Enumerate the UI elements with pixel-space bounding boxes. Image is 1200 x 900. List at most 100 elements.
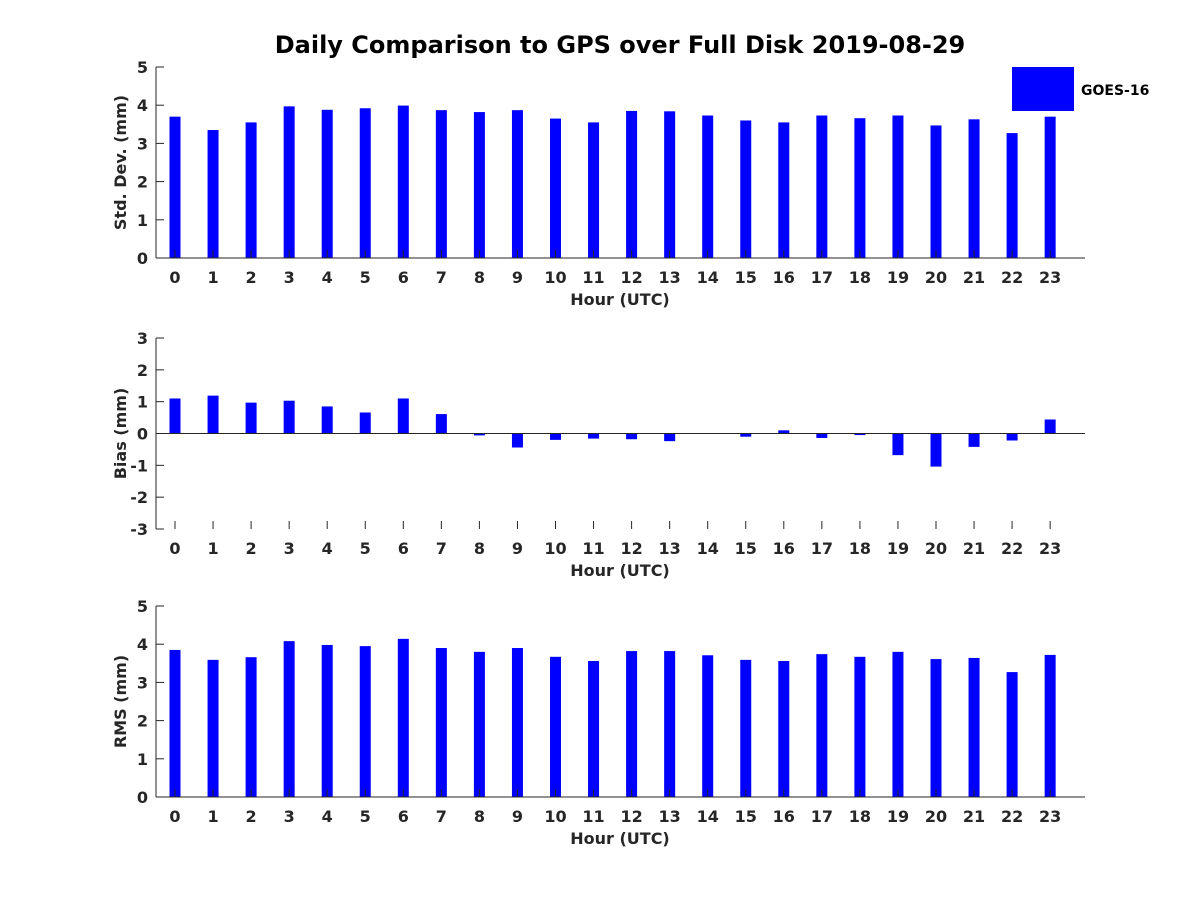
bar-std-dev-hour-3 (283, 106, 295, 258)
x-tick-label: 7 (436, 539, 447, 558)
x-tick-label: 2 (246, 539, 257, 558)
x-tick-label: 21 (963, 539, 985, 558)
bar-std-dev-hour-1 (207, 130, 219, 258)
x-tick-label: 16 (773, 539, 795, 558)
bar-std-dev-hour-4 (321, 109, 333, 258)
x-tick-label: 1 (207, 807, 218, 826)
x-tick-label: 15 (735, 539, 757, 558)
x-tick-label: 20 (925, 807, 947, 826)
y-tick-label: 5 (137, 58, 148, 77)
bar-rms-hour-5 (359, 646, 371, 797)
x-tick-label: 4 (322, 539, 333, 558)
bar-bias-hour-5 (359, 412, 371, 434)
chart-title: Daily Comparison to GPS over Full Disk 2… (275, 31, 966, 59)
x-tick-label: 7 (436, 268, 447, 287)
x-tick-label: 0 (169, 807, 180, 826)
bar-bias-hour-16 (778, 430, 790, 434)
bar-bias-hour-1 (207, 395, 219, 434)
x-tick-label: 22 (1001, 807, 1023, 826)
bar-std-dev-hour-18 (854, 118, 866, 258)
x-tick-label: 6 (398, 268, 409, 287)
bar-rms-hour-20 (930, 659, 942, 797)
y-tick-label: -3 (130, 520, 148, 539)
y-tick-label: 2 (137, 361, 148, 380)
x-tick-label: 23 (1039, 268, 1061, 287)
y-tick-label: -1 (130, 456, 148, 475)
x-tick-label: 11 (582, 539, 604, 558)
bar-bias-hour-4 (321, 406, 333, 434)
x-tick-label: 2 (246, 268, 257, 287)
bar-rms-hour-18 (854, 656, 866, 797)
bar-std-dev-hour-13 (664, 111, 676, 258)
x-tick-label: 9 (512, 539, 523, 558)
bar-bias-hour-8 (473, 433, 485, 436)
x-tick-label: 15 (735, 807, 757, 826)
bar-std-dev-hour-17 (816, 115, 828, 258)
y-tick-label: 3 (137, 134, 148, 153)
x-tick-label: 13 (659, 539, 681, 558)
bar-rms-hour-13 (664, 651, 676, 797)
bar-std-dev-hour-8 (473, 112, 485, 259)
x-tick-label: 9 (512, 807, 523, 826)
x-tick-label: 21 (963, 268, 985, 287)
y-tick-label: 2 (137, 712, 148, 731)
y-tick-label: 1 (137, 750, 148, 769)
bar-rms-hour-22 (1006, 672, 1018, 797)
x-tick-label: 12 (620, 268, 642, 287)
bar-std-dev-hour-5 (359, 108, 371, 258)
bar-bias-hour-23 (1044, 419, 1056, 434)
x-tick-label: 21 (963, 807, 985, 826)
bar-bias-hour-7 (435, 414, 447, 434)
bar-bias-hour-6 (397, 398, 409, 434)
x-tick-label: 0 (169, 268, 180, 287)
y-axis-label: Bias (mm) (111, 388, 130, 480)
bar-std-dev-hour-15 (740, 120, 752, 258)
x-tick-label: 4 (322, 807, 333, 826)
y-tick-label: 0 (137, 788, 148, 807)
bar-rms-hour-4 (321, 644, 333, 797)
y-tick-label: 0 (137, 249, 148, 268)
bar-rms-hour-2 (245, 657, 257, 797)
bar-std-dev-hour-16 (778, 122, 790, 258)
bar-bias-hour-20 (930, 433, 942, 467)
x-tick-label: 3 (284, 268, 295, 287)
x-tick-label: 18 (849, 268, 871, 287)
x-tick-label: 11 (582, 807, 604, 826)
y-tick-label: 2 (137, 173, 148, 192)
bar-bias-hour-19 (892, 433, 904, 456)
x-tick-label: 5 (360, 268, 371, 287)
x-tick-label: 18 (849, 807, 871, 826)
y-tick-label: 4 (137, 96, 148, 115)
x-tick-label: 8 (474, 539, 485, 558)
y-tick-label: 3 (137, 329, 148, 348)
bar-std-dev-hour-20 (930, 125, 942, 258)
bar-std-dev-hour-0 (169, 116, 181, 258)
bar-rms-hour-10 (550, 656, 561, 797)
x-tick-label: 18 (849, 539, 871, 558)
x-axis-label: Hour (UTC) (570, 290, 670, 309)
bar-rms-hour-3 (283, 641, 295, 797)
bar-rms-hour-14 (702, 655, 714, 797)
bar-std-dev-hour-9 (511, 110, 523, 258)
x-tick-label: 23 (1039, 539, 1061, 558)
x-tick-label: 0 (169, 539, 180, 558)
y-tick-label: 5 (137, 597, 148, 616)
bar-rms-hour-16 (778, 661, 790, 797)
bar-rms-hour-15 (740, 659, 752, 797)
x-axis-label: Hour (UTC) (570, 829, 670, 848)
y-tick-label: 4 (137, 635, 148, 654)
x-tick-label: 17 (811, 268, 833, 287)
x-tick-label: 16 (773, 807, 795, 826)
bar-std-dev-hour-7 (435, 110, 447, 258)
bar-bias-hour-3 (283, 400, 295, 434)
bar-bias-hour-2 (245, 402, 257, 434)
legend-label: GOES-16 (1081, 83, 1149, 99)
legend-swatch (1012, 67, 1074, 111)
bar-bias-hour-22 (1006, 433, 1018, 441)
x-tick-label: 20 (925, 268, 947, 287)
bar-bias-hour-13 (664, 433, 676, 442)
bar-std-dev-hour-21 (968, 119, 980, 258)
x-tick-label: 1 (207, 268, 218, 287)
